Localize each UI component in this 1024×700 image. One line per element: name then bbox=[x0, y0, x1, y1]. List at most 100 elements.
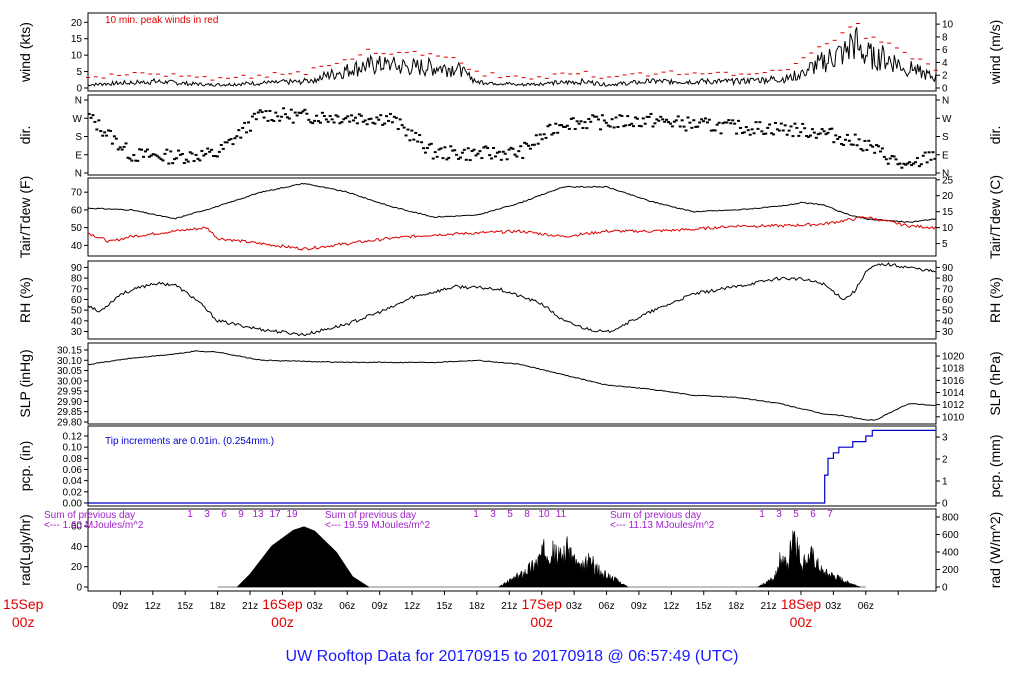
direction-point bbox=[241, 126, 245, 129]
direction-point bbox=[523, 141, 527, 144]
direction-point bbox=[595, 115, 599, 118]
direction-point bbox=[484, 145, 488, 148]
direction-point bbox=[175, 157, 179, 160]
hour-marker-label: 3 bbox=[490, 509, 496, 520]
direction-point bbox=[237, 129, 241, 132]
direction-point bbox=[466, 147, 470, 150]
y-tick-label: 30.05 bbox=[57, 366, 82, 377]
direction-point bbox=[167, 162, 171, 165]
direction-point bbox=[838, 136, 842, 139]
direction-point bbox=[525, 142, 529, 145]
direction-point bbox=[521, 156, 525, 159]
direction-point bbox=[781, 129, 785, 132]
direction-point bbox=[624, 124, 628, 127]
direction-point bbox=[344, 117, 348, 120]
direction-point bbox=[742, 131, 746, 134]
direction-point bbox=[159, 158, 163, 161]
x-tick-label: 12z bbox=[145, 601, 161, 612]
direction-point bbox=[898, 162, 902, 165]
direction-point bbox=[186, 160, 190, 163]
daily-radiation-note-sum: <--- 11.13 MJoules/m^2 bbox=[610, 520, 715, 531]
direction-point bbox=[217, 150, 221, 153]
direction-point bbox=[670, 125, 674, 128]
y-axis-label-left: Tair/Tdew (F) bbox=[17, 176, 33, 258]
direction-point bbox=[857, 138, 861, 141]
direction-point bbox=[373, 122, 377, 125]
direction-point bbox=[315, 114, 319, 117]
direction-point bbox=[112, 135, 116, 138]
direction-point bbox=[888, 157, 892, 160]
direction-point bbox=[752, 132, 756, 135]
direction-point bbox=[254, 118, 258, 121]
x-tick-label: 12z bbox=[404, 601, 420, 612]
direction-point bbox=[295, 114, 299, 117]
direction-point bbox=[248, 129, 252, 132]
direction-point bbox=[443, 146, 447, 149]
direction-point bbox=[478, 150, 482, 153]
sea-level-pressure-line bbox=[87, 350, 936, 421]
direction-point bbox=[132, 154, 136, 157]
direction-point bbox=[458, 156, 462, 159]
direction-point bbox=[805, 134, 809, 137]
direction-point bbox=[388, 112, 392, 115]
y-tick-label: 0 bbox=[942, 499, 948, 510]
direction-point bbox=[262, 116, 266, 119]
direction-point bbox=[445, 158, 449, 161]
direction-point bbox=[542, 133, 546, 136]
direction-point bbox=[178, 153, 182, 156]
direction-point bbox=[931, 151, 935, 154]
direction-point bbox=[414, 131, 418, 134]
direction-point bbox=[318, 121, 322, 124]
direction-point bbox=[577, 122, 581, 125]
direction-point bbox=[406, 128, 410, 131]
y-tick-label: N bbox=[942, 96, 949, 107]
direction-point bbox=[598, 128, 602, 131]
direction-point bbox=[161, 159, 165, 162]
direction-point bbox=[886, 162, 890, 165]
direction-point bbox=[793, 122, 797, 125]
direction-point bbox=[894, 158, 898, 161]
x-tick-label: 06z bbox=[598, 601, 614, 612]
panel-frame bbox=[87, 508, 937, 592]
direction-point bbox=[223, 141, 227, 144]
direction-point bbox=[282, 107, 286, 110]
direction-point bbox=[103, 131, 107, 134]
y-tick-label: 0.06 bbox=[63, 465, 83, 476]
direction-point bbox=[579, 120, 583, 123]
direction-point bbox=[834, 134, 838, 137]
direction-point bbox=[678, 125, 682, 128]
hour-marker-label: 1 bbox=[473, 509, 479, 520]
direction-point bbox=[737, 119, 741, 122]
y-tick-label: 29.90 bbox=[57, 397, 82, 408]
direction-point bbox=[130, 159, 134, 162]
solar-radiation-area bbox=[236, 526, 370, 588]
direction-point bbox=[177, 149, 181, 152]
direction-point bbox=[933, 157, 937, 160]
direction-point bbox=[760, 130, 764, 133]
direction-point bbox=[367, 118, 371, 121]
direction-point bbox=[680, 119, 684, 122]
direction-point bbox=[556, 131, 560, 134]
y-tick-label: 2 bbox=[942, 71, 948, 82]
direction-point bbox=[832, 141, 836, 144]
direction-point bbox=[729, 122, 733, 125]
x-day-hour-label: 00z bbox=[271, 614, 294, 630]
direction-point bbox=[702, 120, 706, 123]
direction-point bbox=[645, 115, 649, 118]
x-tick-label: 15z bbox=[696, 601, 712, 612]
hour-marker-label: 8 bbox=[524, 509, 530, 520]
direction-point bbox=[212, 155, 216, 158]
y-tick-label: 0.02 bbox=[63, 487, 83, 498]
y-tick-label: W bbox=[73, 114, 83, 125]
direction-point bbox=[122, 145, 126, 148]
direction-point bbox=[357, 113, 361, 116]
direction-point bbox=[915, 157, 919, 160]
direction-point bbox=[789, 125, 793, 128]
direction-point bbox=[258, 109, 262, 112]
direction-point bbox=[571, 117, 575, 120]
hour-marker-label: 9 bbox=[238, 509, 244, 520]
direction-point bbox=[210, 148, 214, 151]
y-tick-label: 40 bbox=[71, 542, 83, 553]
direction-point bbox=[200, 149, 204, 152]
